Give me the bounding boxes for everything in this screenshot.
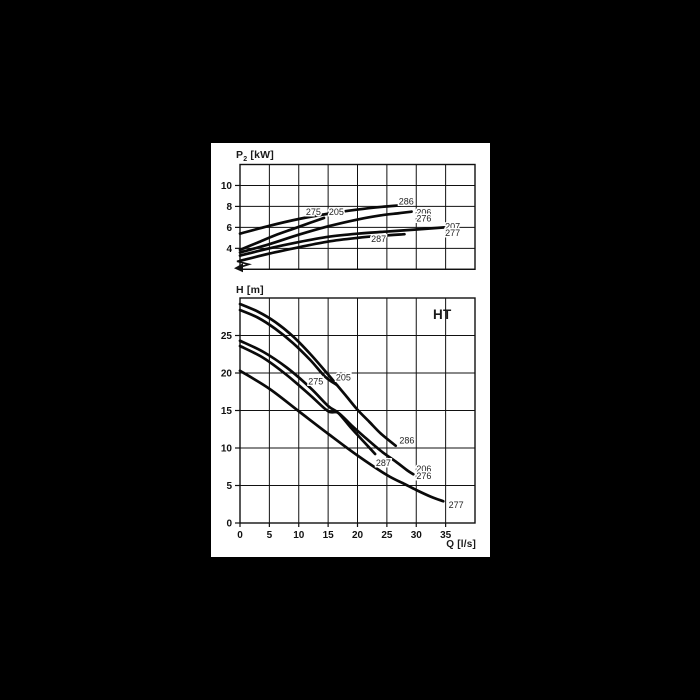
- x-tick-label: 35: [440, 530, 452, 541]
- y-tick-label: 0: [226, 519, 232, 530]
- curve-label-275: 275: [308, 376, 323, 386]
- x-tick-label: 20: [352, 530, 364, 541]
- curve-label-206: 206: [416, 464, 431, 474]
- curve-label-276: 276: [416, 214, 431, 224]
- y-tick-label: 25: [221, 331, 233, 342]
- curve-275-205: [238, 216, 326, 252]
- curve-label-287: 287: [376, 458, 391, 468]
- p2-axis-title: P2 [kW]: [236, 149, 274, 163]
- p2-symbol: P: [236, 149, 244, 161]
- curve-206-276: [238, 344, 415, 476]
- y-tick-label: 10: [221, 181, 233, 192]
- curve-label-205: 205: [329, 207, 344, 217]
- curve-275: [238, 308, 339, 387]
- curve-205: [238, 302, 398, 448]
- x-tick-label: 25: [381, 530, 393, 541]
- curve-label-287: 287: [371, 234, 386, 244]
- x-tick-label: 15: [323, 530, 335, 541]
- h-axis-title: H [m]: [236, 284, 264, 296]
- y-tick-label: 4: [226, 244, 232, 255]
- q-axis-title: Q [l/s]: [446, 539, 476, 550]
- y-tick-label: 20: [221, 369, 233, 380]
- variant-label-ht: HT: [433, 307, 452, 322]
- p2-unit: [kW]: [247, 149, 274, 161]
- y-tick-label: 8: [226, 202, 232, 213]
- curve-label-206: 206: [416, 207, 431, 217]
- y-tick-label: 5: [226, 481, 232, 492]
- axis-break-arrowhead: [234, 263, 243, 273]
- curve-287: [238, 232, 406, 263]
- curve-207-277: [238, 226, 446, 258]
- curve-label-286: 286: [399, 436, 414, 446]
- y-tick-label: 10: [221, 444, 233, 455]
- curve-label-286: 286: [399, 196, 414, 206]
- curve-277: [238, 369, 445, 503]
- x-tick-label: 5: [267, 530, 273, 541]
- pump-curve-panel: P2 [kW] H [m] HT Q [l/s] 4 6 8 10 275 205 286 2…: [211, 143, 490, 557]
- y-tick-label: 15: [221, 406, 233, 417]
- curve-label-275: 275: [306, 207, 321, 217]
- x-tick-label: 10: [293, 530, 305, 541]
- curve-label-205: 205: [336, 373, 351, 383]
- curve-label-277: 277: [445, 228, 460, 238]
- y-tick-label: 6: [226, 223, 232, 234]
- x-tick-label: 0: [237, 530, 243, 541]
- x-tick-label: 30: [411, 530, 423, 541]
- curve-286: [238, 204, 402, 236]
- curve-287: [238, 339, 377, 456]
- curve-206-276: [238, 210, 413, 254]
- curve-label-207: 207: [445, 221, 460, 231]
- curve-label-277: 277: [449, 500, 464, 510]
- p2-subscript: 2: [243, 156, 248, 164]
- curve-label-276: 276: [416, 471, 431, 481]
